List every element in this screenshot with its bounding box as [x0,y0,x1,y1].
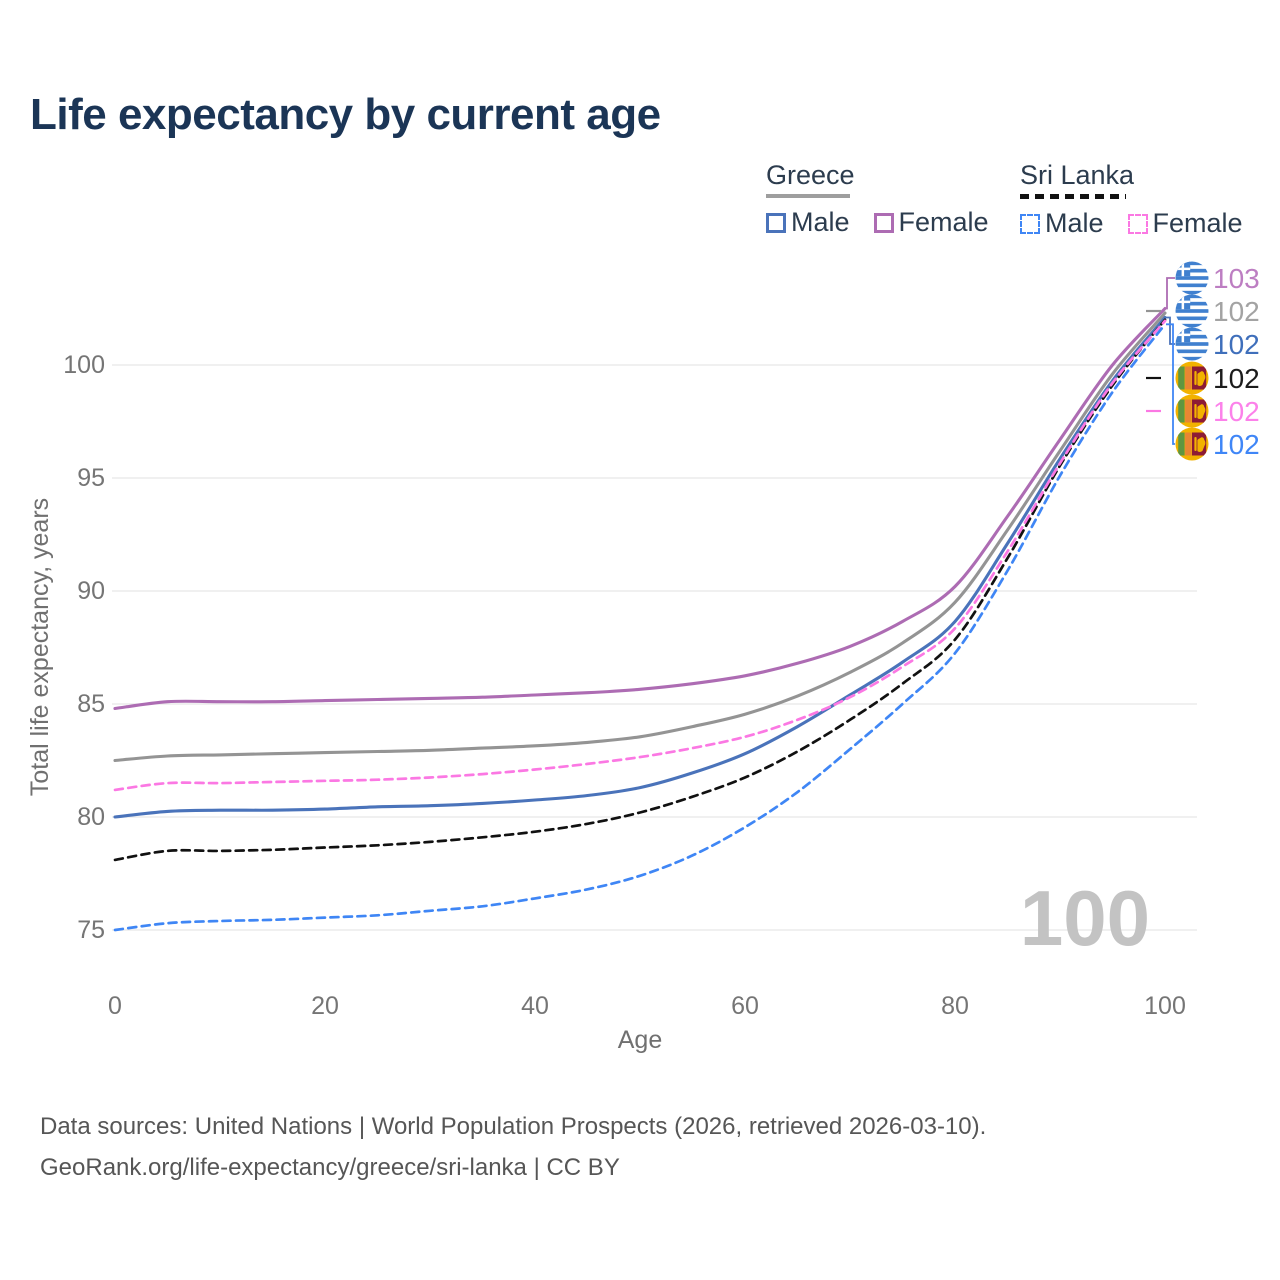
end-value-labels: 103 102 102 102 102 102 [1213,263,1260,460]
x-tick: 60 [731,992,759,1020]
y-tick: 95 [77,464,105,492]
srilanka-flag-icon [1175,361,1209,395]
greece-flag-icon [1175,294,1209,328]
end-label-greece-female: 103 [1213,263,1260,294]
srilanka-flag-icon [1175,427,1209,461]
legend-country-srilanka: Sri Lanka [1020,160,1135,190]
greece-male-swatch [766,212,786,233]
legend-country-greece: Greece [766,160,855,190]
x-axis-ticks: 0 20 40 60 80 100 [108,992,1186,1020]
greece-flag-icon [1175,261,1209,295]
x-axis-title: Age [618,1026,662,1054]
x-tick: 80 [941,992,969,1020]
y-tick: 75 [77,916,105,944]
srilanka-both-line-swatch [1020,194,1126,199]
end-label-greece-both: 102 [1213,296,1260,327]
y-tick: 80 [77,803,105,831]
greece-female-swatch [873,212,894,233]
y-tick: 85 [77,690,105,718]
footer-source-line: Data sources: United Nations | World Pop… [40,1113,987,1140]
end-label-srilanka-both: 102 [1213,363,1260,394]
legend-group-srilanka: Sri Lanka Male Female [1020,160,1267,239]
legend-item-srilanka-male[interactable]: Male [1045,208,1104,238]
y-tick: 100 [63,351,105,379]
x-tick: 20 [311,992,339,1020]
srilanka-flag-icon [1175,394,1209,428]
y-axis-title: Total life expectancy, years [26,498,54,796]
gridlines [112,364,1197,931]
legend-item-greece-female[interactable]: Female [898,207,989,237]
legend-group-greece: Greece Male Female [766,160,1013,238]
footer-url-line: GeoRank.org/life-expectancy/greece/sri-l… [40,1154,620,1181]
greece-both-line-swatch [766,194,850,198]
legend-item-greece-male[interactable]: Male [791,207,850,237]
end-label-srilanka-female: 102 [1213,396,1260,427]
series-lines [113,306,1167,932]
x-tick: 40 [521,992,549,1020]
x-tick: 0 [108,992,122,1020]
x-tick: 100 [1144,992,1186,1020]
srilanka-female-swatch [1127,213,1148,234]
flag-annotations [1146,261,1209,461]
page-title: Life expectancy by current age [30,90,661,139]
data-sources-footer: Data sources: United Nations | World Pop… [40,1106,986,1188]
greece-flag-icon [1175,327,1209,361]
srilanka-male-swatch [1020,213,1040,234]
end-label-srilanka-male: 102 [1213,429,1260,460]
age-watermark: 100 [1020,874,1150,962]
end-label-greece-male: 102 [1213,329,1260,360]
y-axis-ticks: 75 80 85 90 95 100 [63,351,105,944]
y-tick: 90 [77,577,105,605]
legend-item-srilanka-female[interactable]: Female [1152,208,1243,238]
